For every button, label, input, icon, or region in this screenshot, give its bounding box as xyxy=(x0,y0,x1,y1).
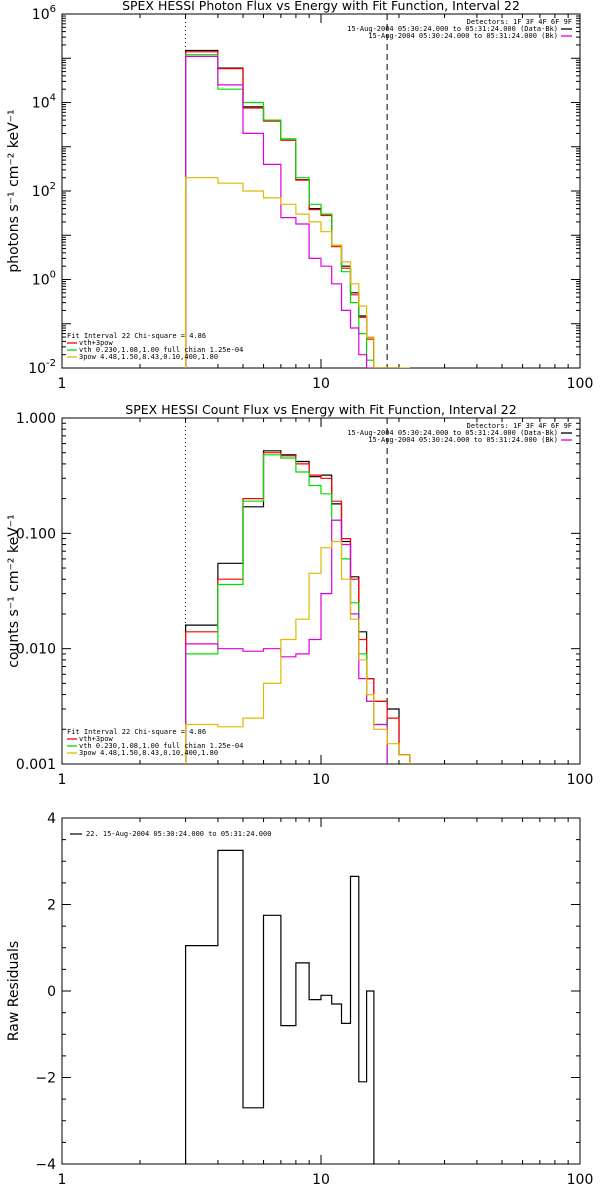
series-green-line xyxy=(185,454,388,764)
y-tick-label: −2 xyxy=(35,1071,56,1087)
series-green-line xyxy=(185,54,388,368)
top-legend-text: 15-Aug-2004 05:30:24.000 to 05:31:24.000… xyxy=(368,32,558,40)
y-tick-label: 2 xyxy=(47,898,56,914)
y-tick-base: 10 xyxy=(32,96,50,112)
y-tick-base: 10 xyxy=(28,361,46,377)
y-tick-label: 0.010 xyxy=(16,642,56,658)
x-tick-label: 100 xyxy=(567,772,594,788)
fit-legend-text: 3pow 4.48,1.50,8.43,0.10,400,1.80 xyxy=(79,353,218,361)
y-axis-label: photons s⁻¹ cm⁻² keV⁻¹ xyxy=(6,109,22,272)
top-legend-text: 15-Aug-2004 05:30:24.000 to 05:31:24.000… xyxy=(347,25,558,33)
series-yellow-line xyxy=(185,540,411,764)
chart-2: 1 10 100 0.001 0.010 0.100 1.000 SPEX HESSI Cou… xyxy=(6,402,593,788)
y-tick-label: 0.001 xyxy=(16,757,56,773)
chart-title: SPEX HESSI Count Flux vs Energy with Fit… xyxy=(125,402,516,417)
y-axis-label: Raw Residuals xyxy=(6,941,22,1041)
series-group xyxy=(185,418,411,764)
series-magenta-line xyxy=(185,519,388,764)
y-tick-exponent: 2 xyxy=(50,181,56,192)
plot-frame xyxy=(61,13,581,369)
y-tick-label: −4 xyxy=(35,1157,56,1173)
y-tick-label: 0.100 xyxy=(16,526,56,542)
top-legend-text: 15-Aug-2004 05:30:24.000 to 05:31:24.000… xyxy=(347,429,558,437)
y-tick-label: 100 xyxy=(32,270,56,289)
series-yellow-line xyxy=(185,177,410,368)
series-magenta-line xyxy=(185,55,374,368)
top-legend-text: Detectors: 1F 3F 4F 6F 9F xyxy=(467,422,572,430)
x-tick-label: 1 xyxy=(58,772,67,788)
chart-3: 1 10 100 −4 −2 0 2 4 Raw Residuals 22. 15-Aug-200… xyxy=(6,811,593,1188)
fit-legend-text: vth+3pow xyxy=(79,735,114,743)
x-tick-label: 100 xyxy=(567,376,594,392)
fit-legend-header: Fit Interval 22 Chi-square = 4.86 xyxy=(67,728,206,736)
y-tick-exponent: 4 xyxy=(50,93,56,104)
plot-frame xyxy=(61,817,581,1165)
y-tick-label: 104 xyxy=(32,93,56,112)
fit-legend-text: 3pow 4.48,1.50,8.43,0.10,400,1.80 xyxy=(79,749,218,757)
series-black-line xyxy=(185,450,411,764)
chart-title: SPEX HESSI Photon Flux vs Energy with Fi… xyxy=(122,0,520,13)
fit-legend-text: vth 0.230,1.08,1.00 full chian 1.25e-04 xyxy=(79,346,243,354)
x-tick-label: 1 xyxy=(58,376,67,392)
fit-legend-text: vth 0.230,1.08,1.00 full chian 1.25e-04 xyxy=(79,742,243,750)
series-black-line xyxy=(185,849,375,1164)
x-tick-label: 1 xyxy=(58,1172,67,1188)
top-legend-text: Detectors: 1F 3F 4F 6F 9F xyxy=(467,18,572,26)
legend-text: 22. 15-Aug-2004 05:30:24.000 to 05:31:24… xyxy=(86,830,271,838)
series-group xyxy=(185,14,410,368)
x-tick-label: 10 xyxy=(312,376,330,392)
y-tick-label: 106 xyxy=(32,4,56,23)
top-legend-text: 15-Aug-2004 05:30:24.000 to 05:31:24.000… xyxy=(368,436,558,444)
y-tick-label: 1.000 xyxy=(16,411,56,427)
fit-legend-text: vth+3pow xyxy=(79,339,114,347)
y-tick-label: 4 xyxy=(47,811,56,827)
y-tick-exponent: 6 xyxy=(50,4,56,15)
series-red-line xyxy=(185,452,411,764)
y-tick-label: 0 xyxy=(47,984,56,1000)
y-tick-exponent: -2 xyxy=(46,358,56,369)
y-tick-label: 102 xyxy=(32,181,56,200)
x-tick-label: 10 xyxy=(312,772,330,788)
x-tick-label: 100 xyxy=(567,1172,594,1188)
y-tick-base: 10 xyxy=(32,184,50,200)
y-tick-base: 10 xyxy=(32,273,50,289)
y-axis-label: counts s⁻¹ cm⁻² keV⁻¹ xyxy=(6,514,22,668)
y-tick-label: 10-2 xyxy=(28,358,56,377)
fit-legend-header: Fit Interval 22 Chi-square = 4.86 xyxy=(67,332,206,340)
y-tick-base: 10 xyxy=(32,7,50,23)
y-tick-exponent: 0 xyxy=(50,270,56,281)
series-group xyxy=(185,849,375,1164)
x-tick-label: 10 xyxy=(312,1172,330,1188)
plot-frame xyxy=(61,417,581,765)
